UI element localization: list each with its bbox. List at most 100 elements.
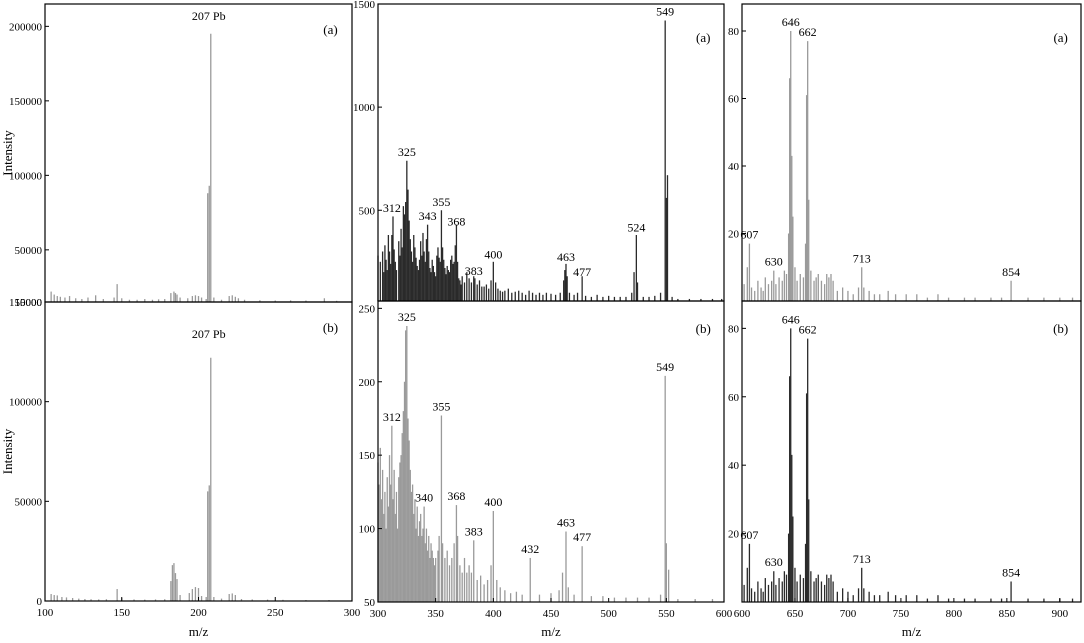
peak-label: 383 xyxy=(465,264,483,278)
peak-label: 630 xyxy=(765,255,783,269)
peak-label: 549 xyxy=(656,5,674,19)
y-axis-title: Intensity xyxy=(0,428,15,474)
x-tick-label: 250 xyxy=(267,607,284,619)
panel-tag: (b) xyxy=(1053,321,1068,336)
peak-label: 383 xyxy=(465,524,483,538)
chart-panel-2: 0 50000 100000 150000 100 150 200 250 300 (b) 207 … xyxy=(0,297,361,639)
x-tick-label: 400 xyxy=(485,608,502,620)
y-tick-label: 40 xyxy=(728,460,740,472)
peak-label: 325 xyxy=(398,310,416,324)
plot-frame xyxy=(44,3,353,303)
peak-label: 662 xyxy=(799,25,817,39)
y-tick-label: 100 xyxy=(359,524,376,536)
peak-label: 477 xyxy=(573,530,591,544)
peak-label: 630 xyxy=(765,555,783,569)
y-tick-label: 60 xyxy=(728,392,740,404)
y-tick-label: 500 xyxy=(359,205,376,217)
x-tick-label: 550 xyxy=(658,608,675,620)
y-tick-label: 80 xyxy=(728,26,740,38)
x-axis-title: m/z xyxy=(541,624,561,639)
y-tick-label: 1000 xyxy=(353,102,376,114)
panel-tag: (a) xyxy=(696,30,710,45)
peak-label: 607 xyxy=(740,228,758,242)
y-tick-label: 50 xyxy=(364,597,376,609)
plot-frame xyxy=(377,300,725,603)
y-tick-label: 1500 xyxy=(353,0,376,11)
peak-label: 355 xyxy=(432,195,450,209)
peak-label: 524 xyxy=(627,221,645,235)
y-tick-label: 50000 xyxy=(15,496,43,508)
y-tick-label: 80 xyxy=(728,323,740,335)
y-tick-label: 100000 xyxy=(9,170,43,182)
y-tick-label: 200000 xyxy=(9,21,43,33)
chart-panel-4: 50 100 150 200 250 300 350 400 450 500 550 600 (b) 31… xyxy=(359,300,733,639)
panel-tag: (a) xyxy=(1053,30,1067,45)
peak-label: 607 xyxy=(740,528,758,542)
peak-label: 463 xyxy=(557,250,575,264)
panel-tag: (b) xyxy=(696,321,711,336)
x-tick-label: 100 xyxy=(37,607,54,619)
y-tick-label: 150 xyxy=(359,450,376,462)
y-tick-label: 200 xyxy=(359,377,376,389)
x-tick-label: 900 xyxy=(1052,608,1069,620)
x-tick-label: 650 xyxy=(787,608,804,620)
peak-label: 368 xyxy=(447,214,465,228)
y-tick-label: 40 xyxy=(728,161,740,173)
x-axis-title: m/z xyxy=(902,624,922,639)
peak-label: 368 xyxy=(447,489,465,503)
y-tick-label: 15000 xyxy=(15,297,43,309)
x-tick-label: 600 xyxy=(734,608,751,620)
peak-label: 713 xyxy=(853,552,871,566)
y-tick-label: 150000 xyxy=(9,297,43,309)
x-tick-label: 350 xyxy=(427,608,444,620)
plot-frame xyxy=(741,300,1082,603)
y-tick-label: 150000 xyxy=(9,96,43,108)
y-tick-label: 60 xyxy=(728,94,740,106)
x-tick-label: 800 xyxy=(946,608,963,620)
y-tick-label: 0 xyxy=(37,596,43,608)
peak-label: 340 xyxy=(415,491,433,505)
peak-label: 312 xyxy=(383,201,401,215)
x-tick-label: 450 xyxy=(543,608,560,620)
peak-label: 854 xyxy=(1002,565,1020,579)
x-tick-label: 750 xyxy=(893,608,910,620)
plot-frame xyxy=(377,3,725,302)
peak-label: 713 xyxy=(853,251,871,265)
peak-label: 343 xyxy=(419,209,437,223)
peak-label: 312 xyxy=(383,410,401,424)
y-tick-label: 100000 xyxy=(9,397,43,409)
peak-label: 463 xyxy=(557,516,575,530)
x-tick-label: 300 xyxy=(370,608,387,620)
peak-label: 854 xyxy=(1002,265,1020,279)
chart-panel-1: 15000 50000 100000 150000 200000 (a) 207 Pb Int… xyxy=(0,3,353,309)
panel-tag: (b) xyxy=(323,320,338,335)
peak-label: 355 xyxy=(432,400,450,414)
y-tick-label: 20 xyxy=(728,229,740,241)
x-tick-label: 150 xyxy=(114,607,131,619)
peak-label: 325 xyxy=(398,145,416,159)
x-tick-label: 700 xyxy=(840,608,857,620)
peak-label: 662 xyxy=(799,323,817,337)
panel-tag: (a) xyxy=(323,22,337,37)
peak-annotation: 207 Pb xyxy=(192,9,226,23)
x-tick-label: 600 xyxy=(716,608,733,620)
y-tick-label: 50000 xyxy=(15,245,43,257)
peak-label: 400 xyxy=(484,495,502,509)
peak-label: 549 xyxy=(656,360,674,374)
chart-panel-6: 20 40 60 80 600 650 700 750 800 850 900 (b) 607 630 64… xyxy=(728,300,1082,639)
x-tick-label: 300 xyxy=(344,607,361,619)
peak-annotation: 207 Pb xyxy=(192,327,226,341)
peak-label: 646 xyxy=(782,312,800,326)
y-axis-title: Intensity xyxy=(0,130,15,176)
y-tick-label: 20 xyxy=(728,529,740,541)
peak-label: 400 xyxy=(484,248,502,262)
x-tick-label: 200 xyxy=(190,607,207,619)
y-tick-label: 250 xyxy=(359,303,376,315)
peak-label: 646 xyxy=(782,15,800,29)
x-tick-label: 850 xyxy=(999,608,1016,620)
plot-frame xyxy=(44,301,353,602)
x-tick-label: 500 xyxy=(600,608,617,620)
